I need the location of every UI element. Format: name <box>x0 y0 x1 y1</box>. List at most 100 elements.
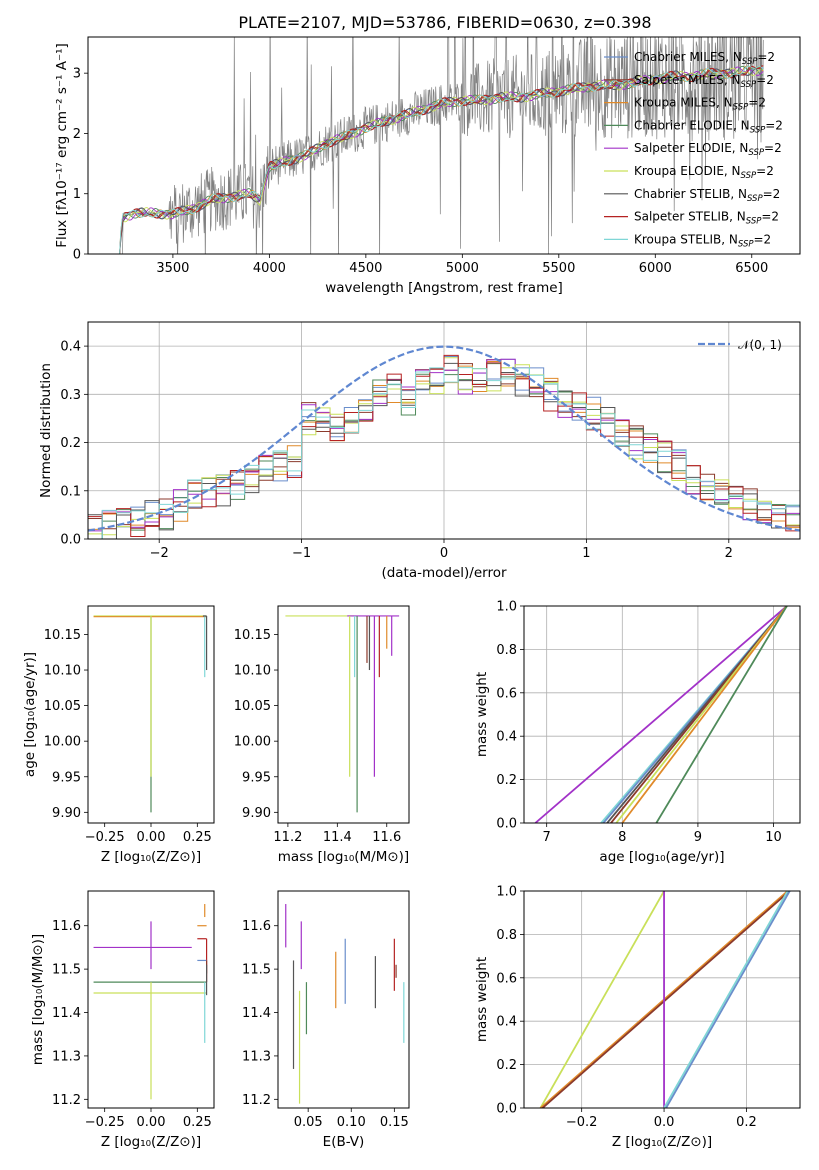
plot-area <box>285 615 400 813</box>
y-tick-label: 11.6 <box>242 919 271 934</box>
y-tick-label: 0.6 <box>496 686 517 701</box>
data-line-4 <box>663 891 789 1108</box>
y-tick-label: 10.10 <box>234 664 271 679</box>
axes-frame <box>277 605 410 824</box>
y-axis-label: Flux [fλ10⁻¹⁷ erg cm⁻² s⁻¹ A⁻¹] <box>54 43 70 248</box>
plot-area <box>534 606 788 823</box>
y-tick-label: 0.4 <box>60 340 81 355</box>
x-tick-label: 5500 <box>542 261 575 276</box>
legend-label: Kroupa ELODIE, NSSP=2 <box>634 164 774 181</box>
legend-label: Salpeter ELODIE, NSSP=2 <box>634 141 782 158</box>
y-tick-label: 11.2 <box>52 1093 81 1108</box>
x-tick-label: 0.25 <box>183 830 212 845</box>
y-tick-label: 1.0 <box>496 600 517 615</box>
y-tick-label: 1 <box>73 187 81 202</box>
data-line-0 <box>534 606 788 823</box>
model-line-series-3 <box>115 65 764 254</box>
model-line-series-2 <box>115 65 764 254</box>
legend-label: Chabrier ELODIE, NSSP=2 <box>634 118 783 135</box>
y-tick-label: 10.15 <box>234 628 271 643</box>
x-tick-label: −1 <box>292 546 311 561</box>
panel-age_vs_mass: 11.2 11.4 11.6 9.90 9.95 10.00 10.05 10.10 10.15… <box>234 605 410 865</box>
panel-age_vs_Z: −0.25 0.00 0.25 9.90 9.95 10.00 10.05 10.10 10.1… <box>22 605 215 865</box>
y-tick-label: 10.00 <box>234 735 271 750</box>
x-tick-label: −0.25 <box>85 1115 125 1130</box>
x-tick-label: 6500 <box>735 261 768 276</box>
legend-label: Salpeter MILES, NSSP=2 <box>634 73 774 90</box>
x-axis-label: Z [log₁₀(Z/Z⊙)] <box>101 849 201 865</box>
x-tick-label: 4500 <box>349 261 382 276</box>
y-tick-label: 0 <box>73 248 81 263</box>
x-tick-label: 2 <box>725 546 733 561</box>
y-tick-label: 9.95 <box>242 770 271 785</box>
panel-mass_vs_Z: −0.25 0.00 0.25 11.2 11.3 11.4 11.5 11.6 Z [log₁… <box>30 890 215 1150</box>
panel-spectrum: Chabrier MILES, NSSP=2 Salpeter MILES, NS… <box>54 36 801 296</box>
plot-area <box>88 345 800 539</box>
y-tick-label: 11.2 <box>242 1093 271 1108</box>
y-tick-label: 0.3 <box>60 388 81 403</box>
y-tick-label: 0.8 <box>496 928 517 943</box>
axes-frame <box>523 605 801 824</box>
y-tick-label: 10.10 <box>44 664 81 679</box>
y-tick-label: 0.1 <box>60 484 81 499</box>
x-tick-label: 9 <box>694 830 702 845</box>
plot-area <box>285 904 405 1104</box>
y-tick-label: 11.4 <box>52 1006 81 1021</box>
data-spectrum-line <box>115 37 764 254</box>
x-tick-label: 11.6 <box>372 830 401 845</box>
y-tick-label: 0.2 <box>60 436 81 451</box>
x-tick-label: −2 <box>150 546 169 561</box>
y-tick-label: 0.8 <box>496 643 517 658</box>
y-tick-label: 10.15 <box>44 628 81 643</box>
data-line-7 <box>655 606 788 823</box>
legend-label: Kroupa STELIB, NSSP=2 <box>634 232 771 249</box>
y-axis-label: mass [log₁₀(M/M⊙)] <box>30 934 46 1065</box>
x-tick-label: 0.0 <box>654 1115 675 1130</box>
legend-label: Chabrier STELIB, NSSP=2 <box>634 187 780 204</box>
y-tick-label: 0.0 <box>496 1102 517 1117</box>
histogram-series-7 <box>88 354 800 537</box>
data-line-0 <box>539 891 665 1108</box>
y-axis-label: mass weight <box>474 957 490 1042</box>
axes-frame <box>87 36 801 255</box>
x-axis-label: Z [log₁₀(Z/Z⊙)] <box>612 1134 712 1150</box>
x-tick-label: −0.25 <box>85 830 125 845</box>
axes-frame <box>523 890 801 1109</box>
x-tick-label: 0.25 <box>183 1115 212 1130</box>
x-tick-label: 0.10 <box>337 1115 366 1130</box>
plot-area <box>115 37 764 254</box>
x-tick-label: 1 <box>582 546 590 561</box>
x-tick-label: 0.15 <box>380 1115 409 1130</box>
x-tick-label: −0.2 <box>566 1115 598 1130</box>
x-tick-label: 8 <box>618 830 626 845</box>
x-tick-label: 0.00 <box>137 830 166 845</box>
model-line-series-4 <box>115 66 764 254</box>
data-line-2 <box>541 891 791 1108</box>
panel-residuals: 𝒩(0, 1) −2 −1 0 1 2 0.0 0.1 0.2 0.3 0.4 (data-model… <box>38 321 801 581</box>
y-tick-label: 9.90 <box>242 806 271 821</box>
x-tick-label: 10 <box>765 830 782 845</box>
legend-label: Salpeter STELIB, NSSP=2 <box>634 210 779 227</box>
y-tick-label: 0.0 <box>60 533 81 548</box>
axes-frame <box>277 890 410 1109</box>
panel-age_mass_weight: 7 8 9 10 0.0 0.2 0.4 0.6 0.8 1.0 age [log₁₀(age/yr… <box>474 600 801 865</box>
x-tick-label: 11.2 <box>273 830 302 845</box>
legend: Chabrier MILES, NSSP=2 Salpeter MILES, NS… <box>604 50 783 249</box>
y-tick-label: 11.4 <box>242 1006 271 1021</box>
panel-Z_mass_weight: −0.2 0.0 0.2 0.0 0.2 0.4 0.6 0.8 1.0 Z [log₁₀(Z/Z… <box>474 885 801 1150</box>
y-tick-label: 11.3 <box>242 1049 271 1064</box>
y-tick-label: 0.4 <box>496 730 517 745</box>
histogram-series-8 <box>88 367 800 539</box>
x-axis-label: mass [log₁₀(M/M⊙)] <box>278 849 409 865</box>
y-tick-label: 0.2 <box>496 1058 517 1073</box>
y-tick-label: 1.0 <box>496 885 517 900</box>
x-tick-label: 0.00 <box>137 1115 166 1130</box>
model-line-series-7 <box>115 65 764 254</box>
x-axis-label: Z [log₁₀(Z/Z⊙)] <box>101 1134 201 1150</box>
y-axis-label: mass weight <box>474 672 490 757</box>
y-tick-label: 11.5 <box>242 963 271 978</box>
y-axis-label: age [log₁₀(age/yr)] <box>22 652 38 777</box>
model-line-series-1 <box>115 65 764 254</box>
y-tick-label: 10.05 <box>44 699 81 714</box>
data-line-5 <box>665 891 791 1108</box>
